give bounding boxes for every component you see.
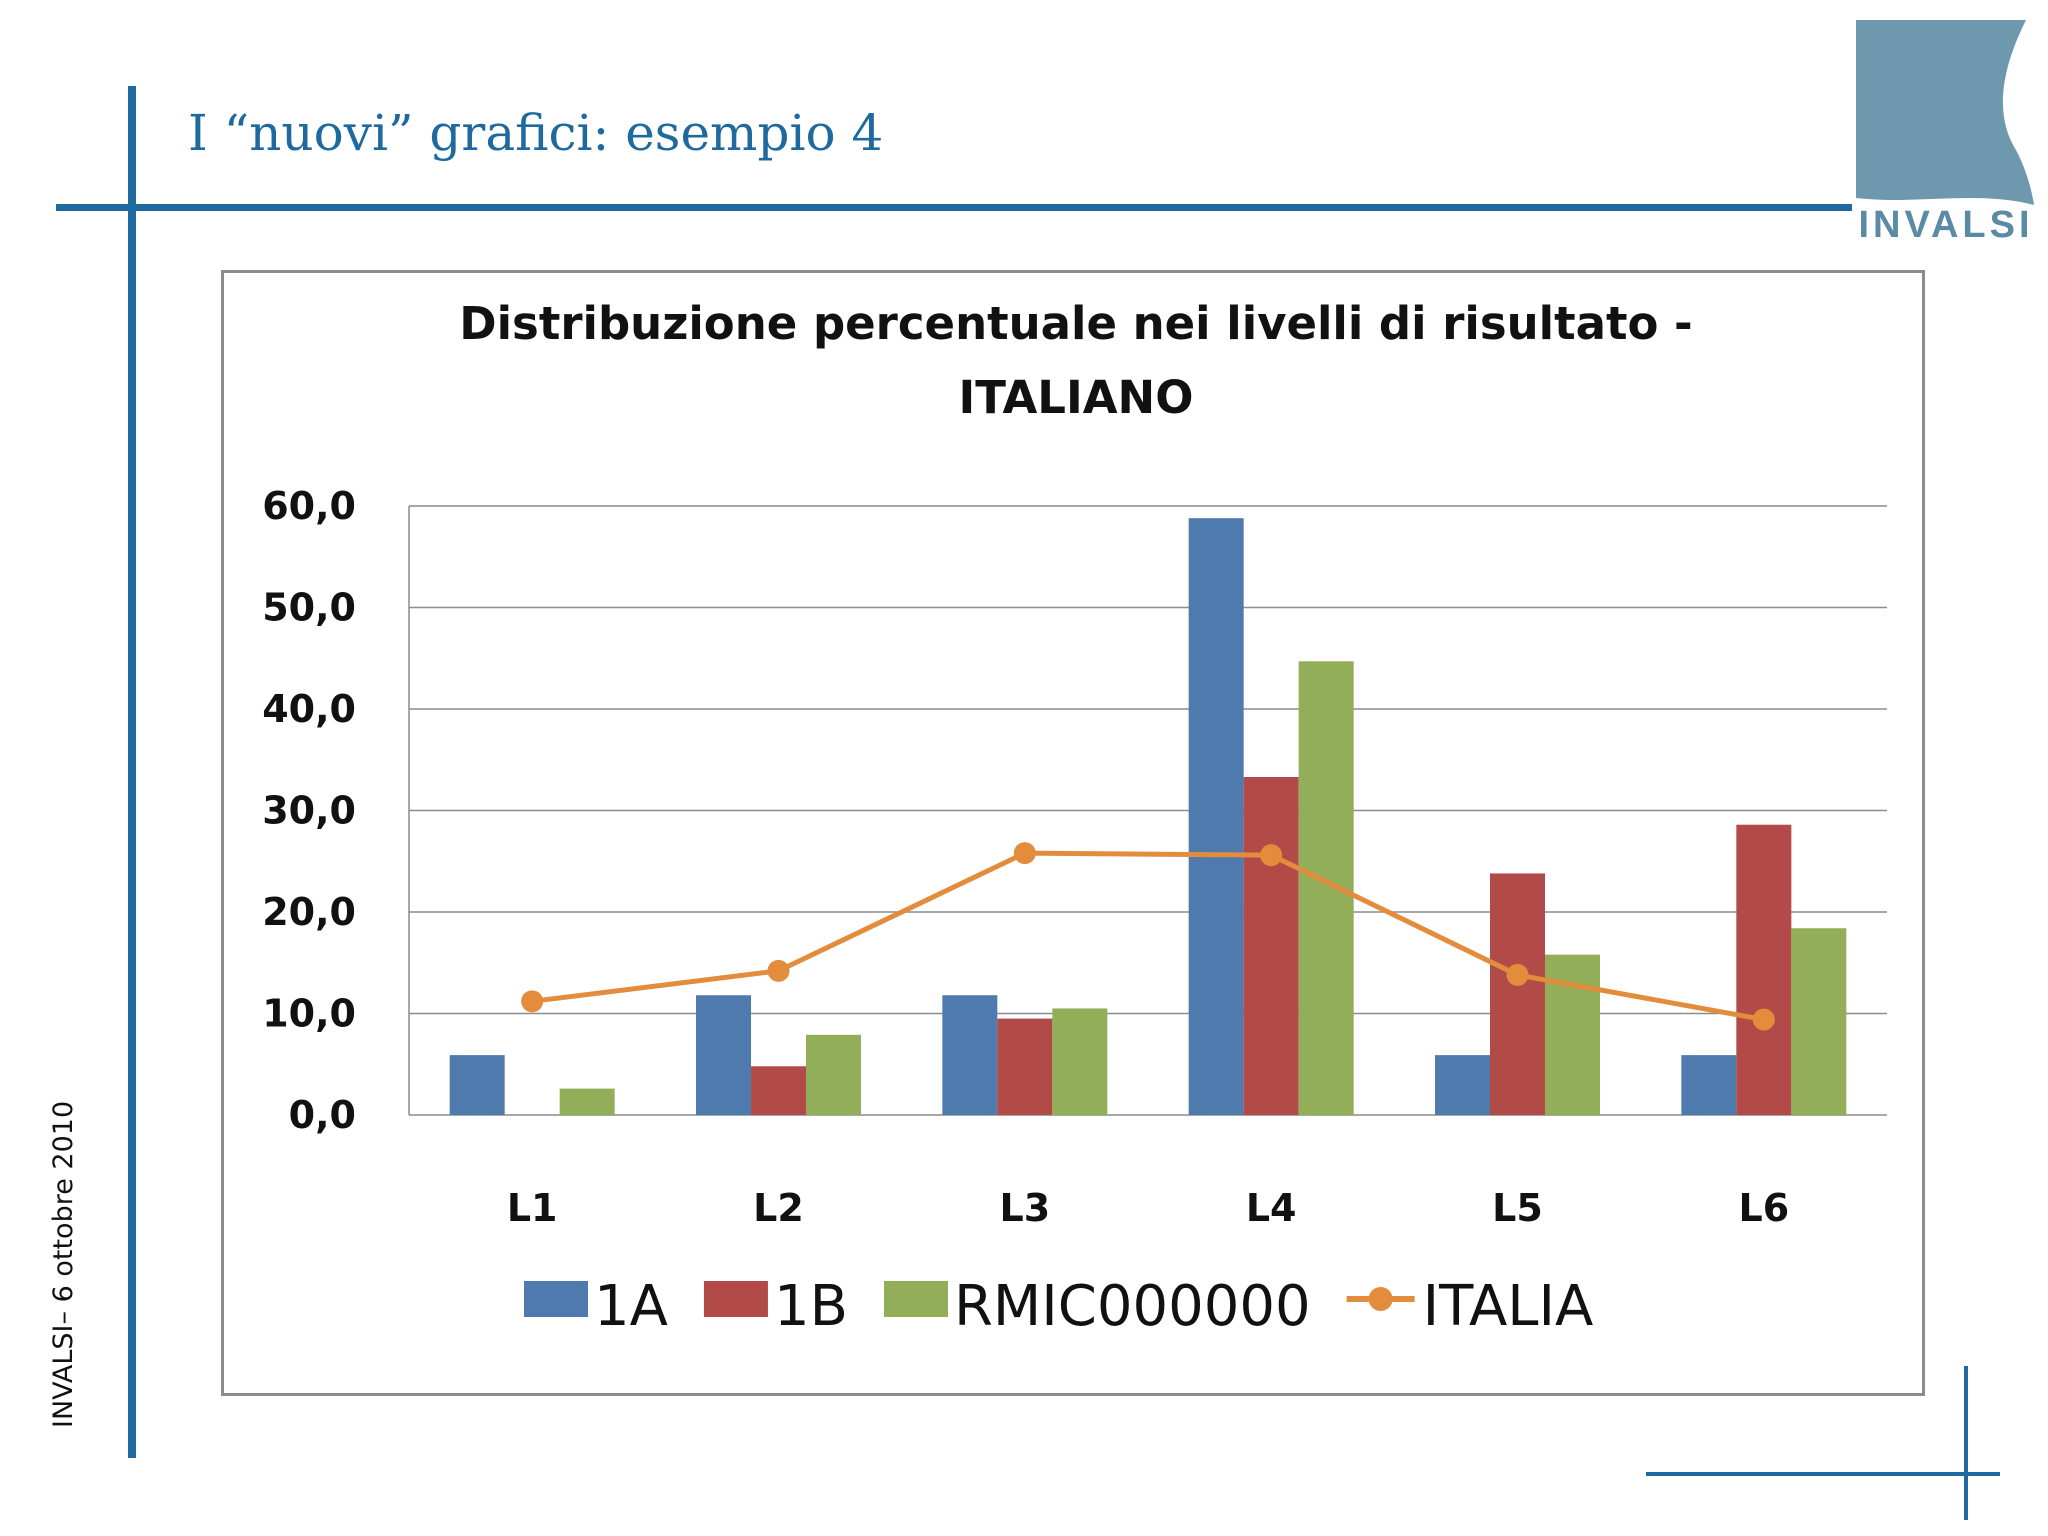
legend-swatch-marker — [1368, 1287, 1393, 1311]
legend-swatch-1b — [703, 1281, 768, 1317]
bar-1a-l2 — [696, 995, 751, 1115]
title-underline — [56, 204, 1852, 211]
x-tick-label: L1 — [507, 1186, 558, 1230]
point-italia — [1506, 963, 1529, 986]
bar-1b-l6 — [1736, 824, 1792, 1115]
legend-swatch-rmic000000 — [883, 1281, 948, 1317]
legend-label-1a: 1A — [594, 1274, 668, 1339]
point-italia — [521, 990, 544, 1013]
y-tick-label: 20,0 — [262, 890, 356, 934]
bar-rmic000000-l3 — [1052, 1008, 1108, 1115]
y-tick-label: 10,0 — [262, 992, 356, 1036]
bar-1a-l1 — [449, 1055, 505, 1115]
bar-1b-l3 — [997, 1018, 1053, 1115]
y-tick-label: 60,0 — [262, 484, 356, 528]
chart-title-line: Distribuzione percentuale nei livelli di… — [459, 297, 1692, 350]
bar-rmic000000-l1 — [559, 1088, 615, 1115]
point-italia — [1752, 1008, 1775, 1031]
point-italia — [1013, 842, 1036, 865]
left-accent-line — [128, 86, 136, 1458]
bar-1b-l2 — [751, 1066, 806, 1115]
y-tick-label: 40,0 — [262, 687, 356, 731]
bar-rmic000000-l6 — [1791, 928, 1847, 1115]
logo-flag-shape — [1856, 20, 2034, 205]
chart-frame: Distribuzione percentuale nei livelli di… — [221, 270, 1925, 1396]
bar-1b-l4 — [1243, 777, 1299, 1115]
line-italia — [531, 850, 1765, 1023]
chart-title-line: ITALIANO — [959, 371, 1194, 424]
bar-1a-l5 — [1435, 1055, 1490, 1115]
point-italia — [767, 959, 790, 982]
legend-label-rmic000000: RMIC000000 — [954, 1274, 1311, 1339]
legend-swatch-1a — [524, 1281, 588, 1317]
bar-1a-l3 — [942, 995, 998, 1115]
bar-1a-l6 — [1681, 1055, 1737, 1115]
x-tick-label: L2 — [753, 1186, 804, 1230]
footer-date: INVALSI– 6 ottobre 2010 — [48, 1100, 79, 1428]
bar-rmic000000-l2 — [806, 1034, 861, 1115]
x-tick-label: L6 — [1739, 1186, 1790, 1230]
bar-1a-l4 — [1188, 518, 1244, 1115]
chart-svg: Distribuzione percentuale nei livelli di… — [262, 297, 1887, 1339]
x-tick-label: L5 — [1492, 1186, 1543, 1230]
x-tick-label: L4 — [1246, 1186, 1297, 1230]
corner-line-horizontal — [1646, 1472, 2000, 1476]
y-tick-label: 30,0 — [262, 789, 356, 833]
logo-text: INVALSI — [1858, 204, 2034, 246]
corner-line-vertical — [1964, 1366, 1968, 1520]
bar-rmic000000-l5 — [1545, 954, 1600, 1115]
legend-label-1b: 1B — [774, 1274, 848, 1339]
slide-title: I “nuovi” grafici: esempio 4 — [188, 104, 884, 162]
point-italia — [1260, 844, 1283, 867]
y-tick-label: 50,0 — [262, 586, 356, 630]
y-tick-label: 0,0 — [289, 1093, 356, 1137]
bar-1b-l5 — [1490, 873, 1545, 1115]
legend-label-italia: ITALIA — [1423, 1274, 1594, 1339]
invalsi-logo: INVALSI — [1856, 20, 2036, 250]
x-tick-label: L3 — [1000, 1186, 1051, 1230]
bar-rmic000000-l4 — [1298, 661, 1354, 1115]
